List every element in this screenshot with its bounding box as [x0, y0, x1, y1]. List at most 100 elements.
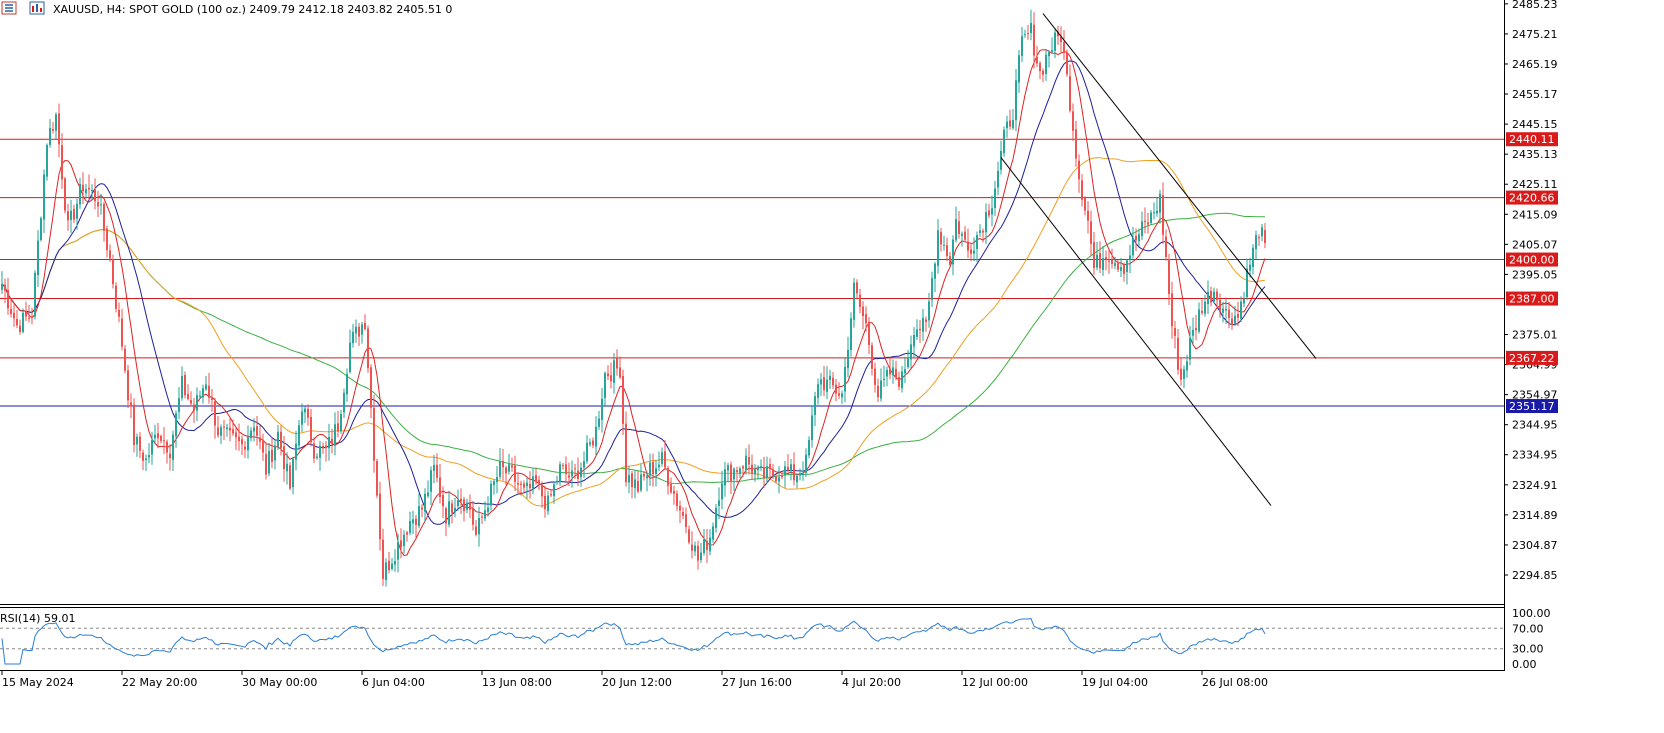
candle: [685, 507, 687, 534]
candle: [670, 477, 672, 495]
menu-icon[interactable]: [1, 1, 17, 15]
candle: [1084, 196, 1086, 216]
candle: [799, 468, 801, 481]
candle: [823, 365, 825, 397]
candle: [259, 425, 261, 450]
candle: [1192, 317, 1194, 345]
candle: [106, 225, 108, 258]
candle: [307, 404, 309, 426]
rsi-tick-label: 70.00: [1512, 622, 1544, 635]
level-price-label: 2351.17: [1509, 400, 1555, 413]
candle: [352, 323, 354, 348]
candle: [709, 529, 711, 556]
candle: [295, 430, 297, 471]
candle: [292, 456, 294, 495]
candle: [337, 410, 339, 438]
candle: [856, 279, 858, 300]
candle: [388, 551, 390, 574]
candle: [601, 387, 603, 433]
candle: [721, 470, 723, 510]
candle: [178, 387, 180, 420]
candle: [844, 356, 846, 403]
time-tick-label: 15 May 2024: [2, 676, 74, 689]
chart-type-icon[interactable]: [29, 1, 45, 15]
candle: [1153, 202, 1155, 220]
candle: [238, 423, 240, 451]
level-labels: 2440.11 2420.66 2400.00 2387.00 2367.22 2351.…: [1506, 132, 1558, 414]
candle: [1051, 37, 1053, 54]
candle: [745, 448, 747, 475]
candle: [1063, 30, 1065, 61]
candle: [946, 237, 948, 262]
candle: [520, 480, 522, 496]
channel-line[interactable]: [1000, 157, 1272, 506]
candle: [616, 349, 618, 376]
candle: [592, 437, 594, 449]
candle: [400, 528, 402, 559]
candle: [673, 485, 675, 505]
price-tick-label: 2415.09: [1512, 208, 1558, 221]
time-tick-label: 30 May 00:00: [242, 676, 317, 689]
channel-line[interactable]: [1042, 13, 1317, 359]
candle: [49, 119, 51, 148]
candle: [214, 397, 216, 439]
candle: [679, 500, 681, 524]
candle: [313, 437, 315, 464]
candle: [127, 364, 129, 409]
candle: [226, 423, 228, 437]
candle: [277, 424, 279, 451]
symbol-title: XAUUSD, H4: SPOT GOLD (100 oz.) 2409.79 …: [53, 3, 452, 16]
candle: [748, 444, 750, 475]
candle: [454, 498, 456, 518]
candle: [826, 366, 828, 400]
candle: [607, 365, 609, 381]
level-price-label: 2387.00: [1509, 293, 1555, 306]
candle: [298, 419, 300, 451]
candle: [676, 490, 678, 511]
candle: [424, 488, 426, 522]
candle: [784, 460, 786, 488]
candle: [382, 528, 384, 586]
candle: [934, 261, 936, 293]
candle: [94, 178, 96, 210]
candle: [1078, 154, 1080, 193]
candle: [1240, 296, 1242, 322]
level-price-tag: [1506, 132, 1558, 147]
candle: [436, 453, 438, 483]
candle: [280, 425, 282, 456]
candle: [1111, 248, 1113, 269]
candle: [13, 304, 15, 327]
candle: [925, 316, 927, 332]
candle: [682, 507, 684, 520]
candle: [805, 448, 807, 477]
candle: [100, 193, 102, 215]
candle: [346, 368, 348, 402]
candle: [568, 462, 570, 487]
candle: [73, 204, 75, 224]
candle: [379, 481, 381, 551]
candle: [67, 203, 69, 231]
candle: [406, 530, 408, 542]
candle: [541, 481, 543, 508]
level-price-tag: [1506, 291, 1558, 306]
candle: [496, 465, 498, 494]
candle: [1186, 354, 1188, 378]
candle: [574, 463, 576, 479]
candle: [310, 408, 312, 447]
candle: [727, 462, 729, 482]
candle: [1225, 299, 1227, 324]
candle: [256, 415, 258, 446]
candle: [64, 176, 66, 214]
candle: [733, 467, 735, 491]
candle: [427, 480, 429, 499]
candle: [217, 415, 219, 438]
candle: [1012, 109, 1014, 131]
candle: [664, 440, 666, 471]
candle: [700, 543, 702, 563]
candle: [1231, 312, 1233, 330]
candle: [16, 309, 18, 329]
candle: [391, 557, 393, 571]
candle: [1204, 294, 1206, 317]
price-tick-label: 2445.15: [1512, 118, 1558, 131]
candle: [691, 531, 693, 559]
